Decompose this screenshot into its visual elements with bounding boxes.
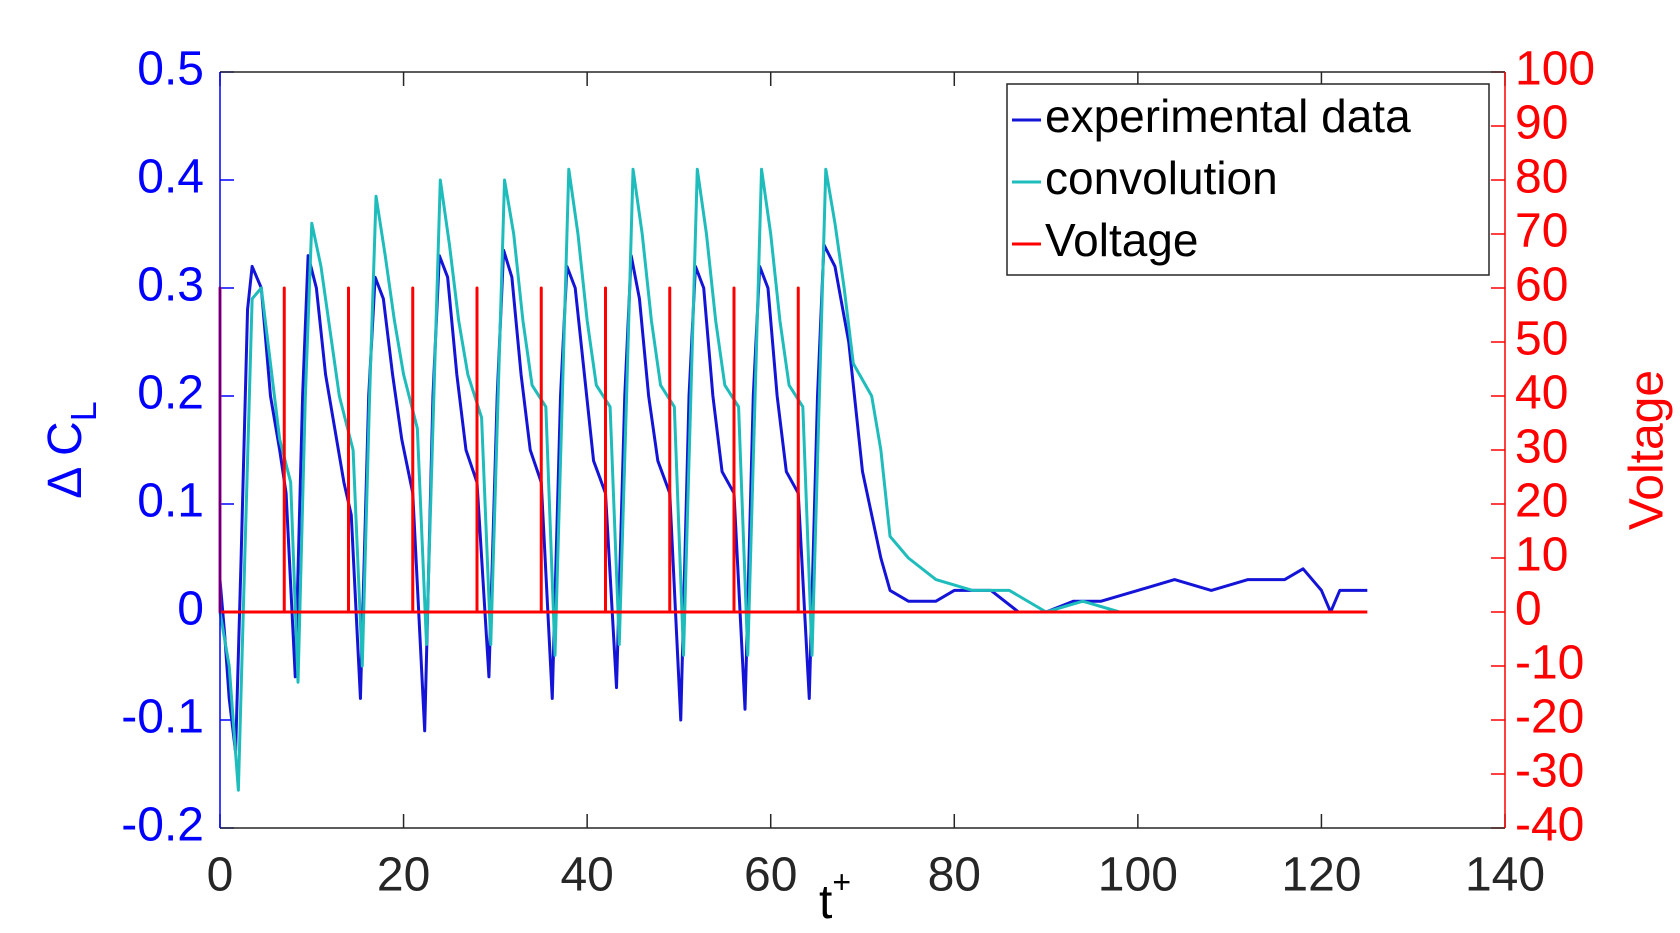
legend-label: Voltage	[1045, 214, 1198, 266]
legend-label: experimental data	[1045, 90, 1411, 142]
y2-tick-label: -20	[1515, 691, 1584, 744]
y2-tick-label: 40	[1515, 367, 1568, 420]
series-line	[218, 243, 1368, 754]
legend-label: convolution	[1045, 152, 1278, 204]
legend-box	[1006, 83, 1490, 276]
x-tick-label: 60	[744, 849, 797, 902]
y-tick-label: -0.1	[121, 691, 204, 744]
x-tick-label: 140	[1465, 849, 1545, 902]
y-label-sub: L	[63, 401, 104, 421]
y-label-base: Δ C	[39, 421, 92, 498]
y-axis-label: Δ CL	[39, 401, 104, 498]
y2-tick-label: 80	[1515, 151, 1568, 204]
x-label-sup: +	[832, 864, 851, 900]
y-tick-label: 0.4	[137, 151, 204, 204]
x-tick-label: 0	[207, 849, 234, 902]
x-tick-label: 100	[1098, 849, 1178, 902]
y2-tick-label: 10	[1515, 529, 1568, 582]
x-label-base: t	[819, 876, 832, 929]
y-tick-label: 0.3	[137, 259, 204, 312]
y2-tick-label: 70	[1515, 205, 1568, 258]
x-tick-label: 120	[1281, 849, 1361, 902]
y2-axis-label: Voltage	[1621, 370, 1674, 530]
y-tick-label: 0.5	[137, 43, 204, 96]
y-tick-label: 0.1	[137, 475, 204, 528]
y2-tick-label: -40	[1515, 799, 1584, 852]
x-tick-label: 40	[560, 849, 613, 902]
y2-tick-label: 20	[1515, 475, 1568, 528]
y2-tick-label: 100	[1515, 43, 1595, 96]
x-tick-label: 20	[377, 849, 430, 902]
y2-tick-label: -10	[1515, 637, 1584, 690]
y2-tick-label: 60	[1515, 259, 1568, 312]
series-line	[218, 286, 1368, 614]
x-tick-label: 80	[928, 849, 981, 902]
y2-tick-label: 0	[1515, 583, 1542, 636]
y2-tick-label: 90	[1515, 97, 1568, 150]
y2-tick-label: 50	[1515, 313, 1568, 366]
x-axis-label: t+	[819, 864, 851, 928]
y2-tick-label: 30	[1515, 421, 1568, 474]
y-tick-label: 0.2	[137, 367, 204, 420]
y-tick-label: -0.2	[121, 799, 204, 852]
y-tick-label: 0	[177, 583, 204, 636]
y2-tick-label: -30	[1515, 745, 1584, 798]
series-line	[218, 167, 1258, 792]
